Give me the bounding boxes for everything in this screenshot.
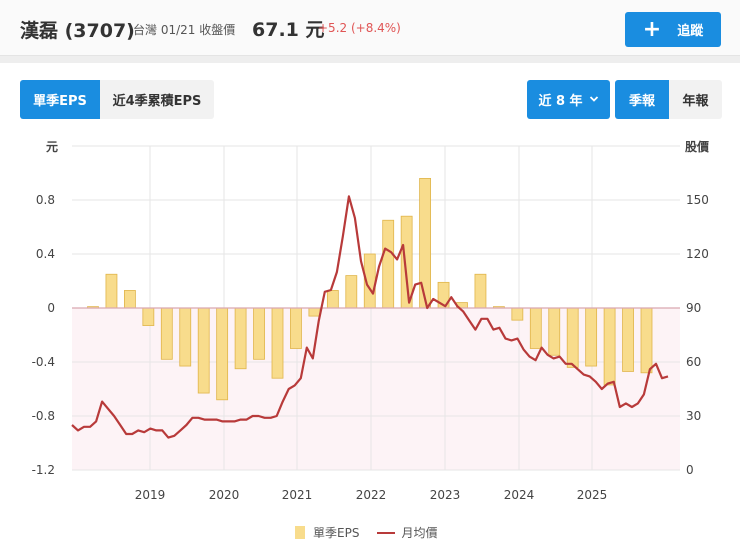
legend-eps-swatch[interactable] bbox=[295, 526, 305, 539]
range-label: 近 8 年 bbox=[538, 94, 583, 109]
close-price: 67.1 元 bbox=[252, 19, 325, 41]
chart-legend: 單季EPS 月均價 bbox=[295, 524, 437, 541]
eps-type-tabs: 單季EPS 近4季累積EPS bbox=[20, 80, 214, 119]
follow-button[interactable]: + 追蹤 bbox=[625, 12, 721, 47]
legend-price-swatch[interactable] bbox=[377, 531, 396, 534]
tab-trailing-4q-eps[interactable]: 近4季累積EPS bbox=[100, 80, 214, 119]
period-tabs: 季報 年報 bbox=[615, 80, 722, 119]
tab-annual[interactable]: 年報 bbox=[669, 80, 722, 119]
stock-header: 漢磊 (3707) 台灣 01/21 收盤價 67.1 元 +5.2 (+8.4… bbox=[0, 0, 740, 56]
price-change: +5.2 (+8.4%) bbox=[318, 21, 401, 35]
stock-name: 漢磊 (3707) bbox=[20, 20, 135, 42]
legend-eps-label: 單季EPS bbox=[313, 526, 360, 540]
tab-quarterly[interactable]: 季報 bbox=[615, 80, 669, 119]
tab-quarterly-eps[interactable]: 單季EPS bbox=[20, 80, 100, 119]
range-dropdown[interactable]: 近 8 年 bbox=[527, 80, 610, 119]
plus-icon: + bbox=[642, 16, 662, 42]
close-date-label: 台灣 01/21 收盤價 bbox=[133, 23, 236, 37]
eps-chart-card bbox=[0, 63, 740, 546]
legend-price-label: 月均價 bbox=[401, 526, 438, 540]
chevron-down-icon bbox=[589, 92, 599, 107]
follow-button-label: 追蹤 bbox=[677, 24, 704, 39]
